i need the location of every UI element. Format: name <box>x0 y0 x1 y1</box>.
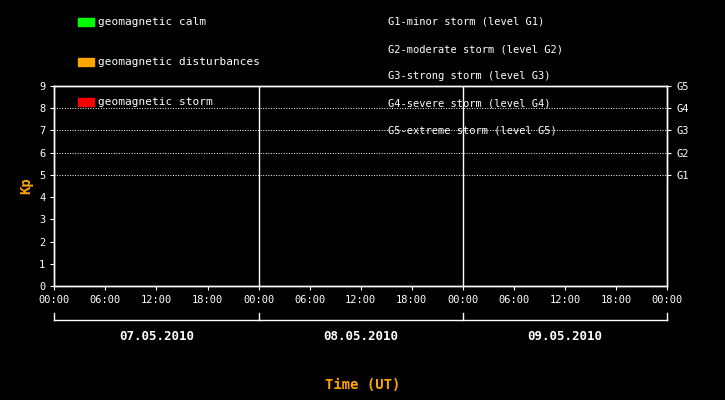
Text: 07.05.2010: 07.05.2010 <box>119 330 194 343</box>
Text: G2-moderate storm (level G2): G2-moderate storm (level G2) <box>388 44 563 54</box>
Text: Time (UT): Time (UT) <box>325 378 400 392</box>
Text: G3-strong storm (level G3): G3-strong storm (level G3) <box>388 72 550 82</box>
Y-axis label: Kp: Kp <box>20 178 33 194</box>
Text: G4-severe storm (level G4): G4-severe storm (level G4) <box>388 99 550 109</box>
Text: geomagnetic disturbances: geomagnetic disturbances <box>98 57 260 67</box>
Text: G5-extreme storm (level G5): G5-extreme storm (level G5) <box>388 126 557 136</box>
Text: 08.05.2010: 08.05.2010 <box>323 330 398 343</box>
Text: geomagnetic storm: geomagnetic storm <box>98 97 212 107</box>
Text: 09.05.2010: 09.05.2010 <box>527 330 602 343</box>
Text: geomagnetic calm: geomagnetic calm <box>98 17 206 27</box>
Text: G1-minor storm (level G1): G1-minor storm (level G1) <box>388 17 544 27</box>
